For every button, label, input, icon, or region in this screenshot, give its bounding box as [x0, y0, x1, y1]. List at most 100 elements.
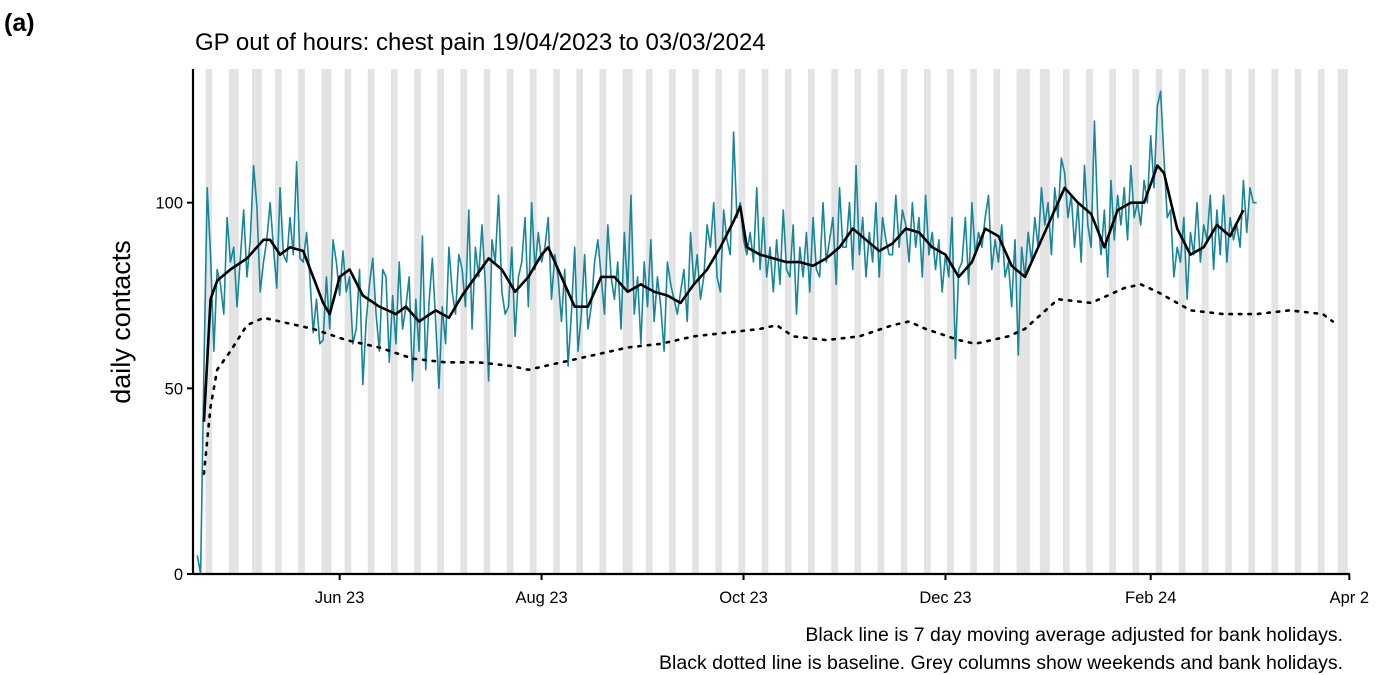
shaded-day — [1112, 69, 1116, 574]
shaded-day — [854, 69, 858, 574]
shaded-day — [483, 69, 487, 574]
shaded-day — [599, 69, 603, 574]
shaded-day — [1182, 69, 1186, 574]
shaded-day — [741, 69, 746, 574]
y-tick-label: 50 — [165, 380, 183, 398]
shaded-day — [880, 69, 885, 574]
shaded-day — [738, 69, 742, 574]
shaded-day — [460, 69, 464, 574]
shaded-day — [1202, 69, 1206, 574]
panel-label: (a) — [4, 9, 35, 37]
shaded-day — [1066, 69, 1070, 574]
shaded-day — [1132, 69, 1136, 574]
shaded-day — [993, 69, 997, 574]
shaded-day — [1046, 69, 1050, 574]
shaded-day — [947, 69, 951, 574]
shaded-day — [1155, 69, 1159, 574]
shaded-day — [1251, 69, 1255, 574]
shaded-day — [347, 69, 352, 574]
shaded-day — [228, 69, 233, 574]
shaded-day — [629, 69, 633, 574]
shaded-day — [649, 69, 653, 574]
shaded-day — [877, 69, 881, 574]
shaded-day — [1109, 69, 1113, 574]
shaded-day — [765, 69, 769, 574]
shaded-day — [923, 69, 928, 574]
shaded-day — [255, 69, 259, 574]
shaded-day — [1019, 69, 1024, 574]
x-tick-label: Aug 23 — [515, 589, 567, 607]
series-line — [202, 164, 1245, 422]
shaded-day — [715, 69, 719, 574]
shaded-day — [463, 69, 468, 574]
shaded-day — [811, 69, 815, 574]
shaded-day — [394, 69, 398, 574]
shaded-day — [1228, 69, 1232, 574]
shaded-day — [1321, 69, 1325, 574]
shaded-day — [1317, 69, 1322, 574]
shaded-day — [344, 69, 348, 574]
shaded-day — [235, 69, 239, 574]
baseline-line — [202, 283, 1335, 476]
x-tick-label: Oct 23 — [719, 589, 768, 607]
shaded-day — [556, 69, 560, 574]
shaded-day — [258, 69, 262, 574]
shaded-day — [1158, 69, 1163, 574]
chart-title: GP out of hours: chest pain 19/04/2023 t… — [195, 29, 766, 56]
shaded-day — [669, 69, 673, 574]
shaded-day — [927, 69, 931, 574]
y-tick-label: 0 — [174, 566, 183, 584]
shaded-day — [1062, 69, 1067, 574]
shaded-day — [506, 69, 511, 574]
x-tick-label: Feb 24 — [1125, 589, 1176, 607]
shaded-day — [622, 69, 627, 574]
shaded-day — [1271, 69, 1275, 574]
shaded-day — [1344, 69, 1348, 574]
shaded-day — [1274, 69, 1279, 574]
shaded-day — [718, 69, 723, 574]
shaded-day — [251, 69, 256, 574]
series-line — [196, 90, 1257, 574]
shaded-day — [553, 69, 557, 574]
shaded-day — [831, 69, 835, 574]
shaded-day — [761, 69, 766, 574]
shaded-day — [695, 69, 699, 574]
shaded-day — [205, 69, 209, 574]
shaded-day — [1023, 69, 1027, 574]
shaded-day — [324, 69, 329, 574]
note: Black dotted line is baseline. Grey colu… — [659, 652, 1343, 674]
shaded-day — [672, 69, 676, 574]
shaded-day — [900, 69, 905, 574]
shaded-day — [530, 69, 534, 574]
shaded-day — [298, 69, 302, 574]
shaded-day — [1337, 69, 1342, 574]
shaded-day — [367, 69, 372, 574]
shaded-day — [1205, 69, 1209, 574]
shaded-day — [486, 69, 491, 574]
shaded-day — [1298, 69, 1302, 574]
shaded-day — [321, 69, 325, 574]
shaded-day — [1043, 69, 1047, 574]
shaded-day — [414, 69, 418, 574]
shaded-day — [1341, 69, 1345, 574]
shaded-day — [1016, 69, 1020, 574]
shaded-day — [1248, 69, 1252, 574]
shaded-day — [857, 69, 862, 574]
shaded-day — [1294, 69, 1299, 574]
shaded-day — [232, 69, 236, 574]
shaded-day — [602, 69, 607, 574]
shaded-day — [437, 69, 441, 574]
shaded-day — [371, 69, 375, 574]
shaded-day — [950, 69, 954, 574]
shaded-day — [510, 69, 514, 574]
x-tick-label: Dec 23 — [919, 589, 971, 607]
shaded-day — [788, 69, 792, 574]
y-tick-label: 100 — [155, 195, 183, 213]
shaded-day — [973, 69, 977, 574]
x-tick-label: Jun 23 — [315, 589, 365, 607]
shaded-day — [1026, 69, 1030, 574]
shaded-day — [784, 69, 789, 574]
shaded-day — [576, 69, 580, 574]
